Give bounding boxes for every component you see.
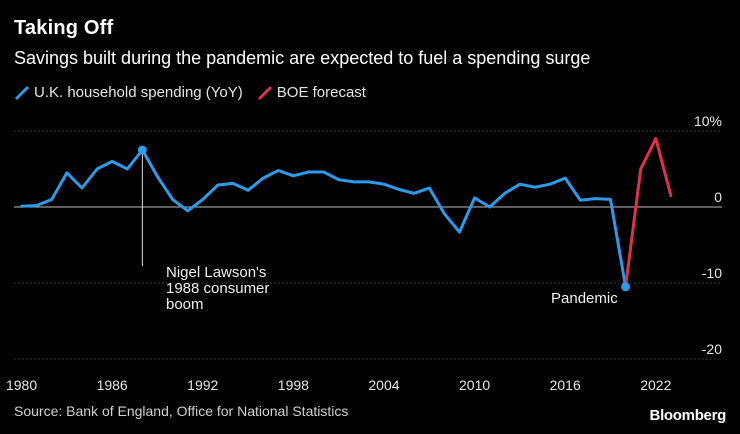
legend-swatch-spending-icon (14, 85, 30, 100)
legend-label-forecast: BOE forecast (276, 84, 366, 101)
y-axis: 10% 0 -10 -20 (694, 113, 722, 357)
x-tick-label-7: 2022 (640, 377, 671, 393)
chart-subtitle: Savings built during the pandemic are ex… (14, 48, 591, 68)
legend: U.K. household spending (YoY) BOE foreca… (14, 84, 372, 101)
x-tick-label-1: 1986 (97, 377, 128, 393)
lawson-point-marker (137, 145, 147, 155)
lawson-annotation-line-1: 1988 consumer (166, 280, 269, 297)
x-tick-label-5: 2010 (459, 377, 490, 393)
legend-swatch-forecast-icon (257, 85, 272, 100)
series-line-1 (624, 137, 673, 289)
pandemic-point-marker (621, 282, 631, 292)
x-tick-label-2: 1992 (187, 377, 218, 393)
y-tick-label-1: 0 (714, 189, 722, 205)
legend-item-spending: U.K. household spending (YoY) (14, 84, 243, 101)
chart-title: Taking Off (14, 17, 114, 39)
series-lines (20, 137, 673, 289)
legend-item-forecast: BOE forecast (257, 84, 366, 101)
x-tick-label-6: 2016 (550, 377, 581, 393)
x-axis: 1980 1986 1992 1998 2004 2010 2016 2022 (6, 377, 672, 393)
x-tick-label-0: 1980 (6, 377, 37, 393)
lawson-annotation-line-2: boom (166, 296, 204, 313)
grid-lines (14, 130, 722, 360)
x-tick-label-3: 1998 (278, 377, 309, 393)
y-tick-label-0: 10% (694, 113, 722, 129)
series-line-0 (20, 148, 628, 289)
lawson-annotation-line-0: Nigel Lawson's (166, 264, 266, 281)
bloomberg-logo: Bloomberg (649, 407, 727, 424)
y-tick-label-2: -10 (702, 265, 722, 281)
x-tick-label-4: 2004 (368, 377, 399, 393)
legend-label-spending: U.K. household spending (YoY) (34, 84, 243, 101)
y-tick-label-3: -20 (702, 341, 722, 357)
source-note: Source: Bank of England, Office for Nati… (14, 403, 349, 419)
pandemic-annotation: Pandemic (551, 290, 618, 307)
